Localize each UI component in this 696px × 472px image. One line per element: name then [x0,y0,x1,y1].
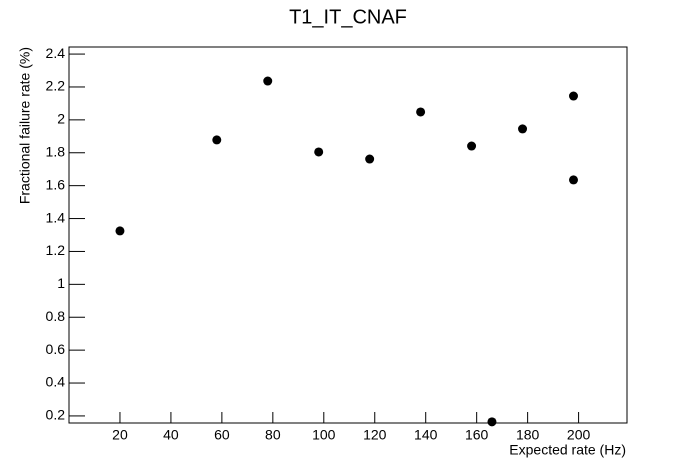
point [314,147,324,157]
x-tick-label: 20 [112,427,128,443]
y-tick-label: 1 [57,275,65,291]
x-tick-label: 180 [516,427,540,443]
point [263,76,273,86]
y-tick-label: 2 [57,111,65,127]
y-tick-label: 1.4 [46,209,66,225]
point [365,154,375,164]
y-tick-label: 1.6 [46,176,66,192]
y-tick-label: 2.4 [46,45,66,61]
point [487,417,497,427]
y-tick-label: 1.2 [46,242,66,258]
x-tick-label: 200 [567,427,591,443]
y-tick-label: 0.2 [46,407,66,423]
point [518,124,528,134]
x-tick-label: 80 [265,427,281,443]
y-axis-label: Fractional failure rate (%) [17,47,33,204]
x-tick-label: 120 [363,427,387,443]
point [115,226,125,236]
y-tick-label: 2.2 [46,78,66,94]
x-tick-label: 60 [214,427,230,443]
x-tick-label: 100 [312,427,336,443]
x-axis-label: Expected rate (Hz) [509,442,626,458]
point [568,175,578,185]
y-tick-label: 0.8 [46,308,66,324]
y-tick-label: 0.4 [46,374,66,390]
point [212,135,222,145]
chart-title: T1_IT_CNAF [289,6,407,28]
point [416,107,426,117]
point [467,141,477,151]
point [568,91,578,101]
x-tick-label: 140 [414,427,438,443]
x-tick-label: 160 [465,427,489,443]
y-tick-label: 1.8 [46,143,66,159]
y-tick-label: 0.6 [46,341,66,357]
frame [68,46,628,424]
x-tick-label: 40 [163,427,179,443]
